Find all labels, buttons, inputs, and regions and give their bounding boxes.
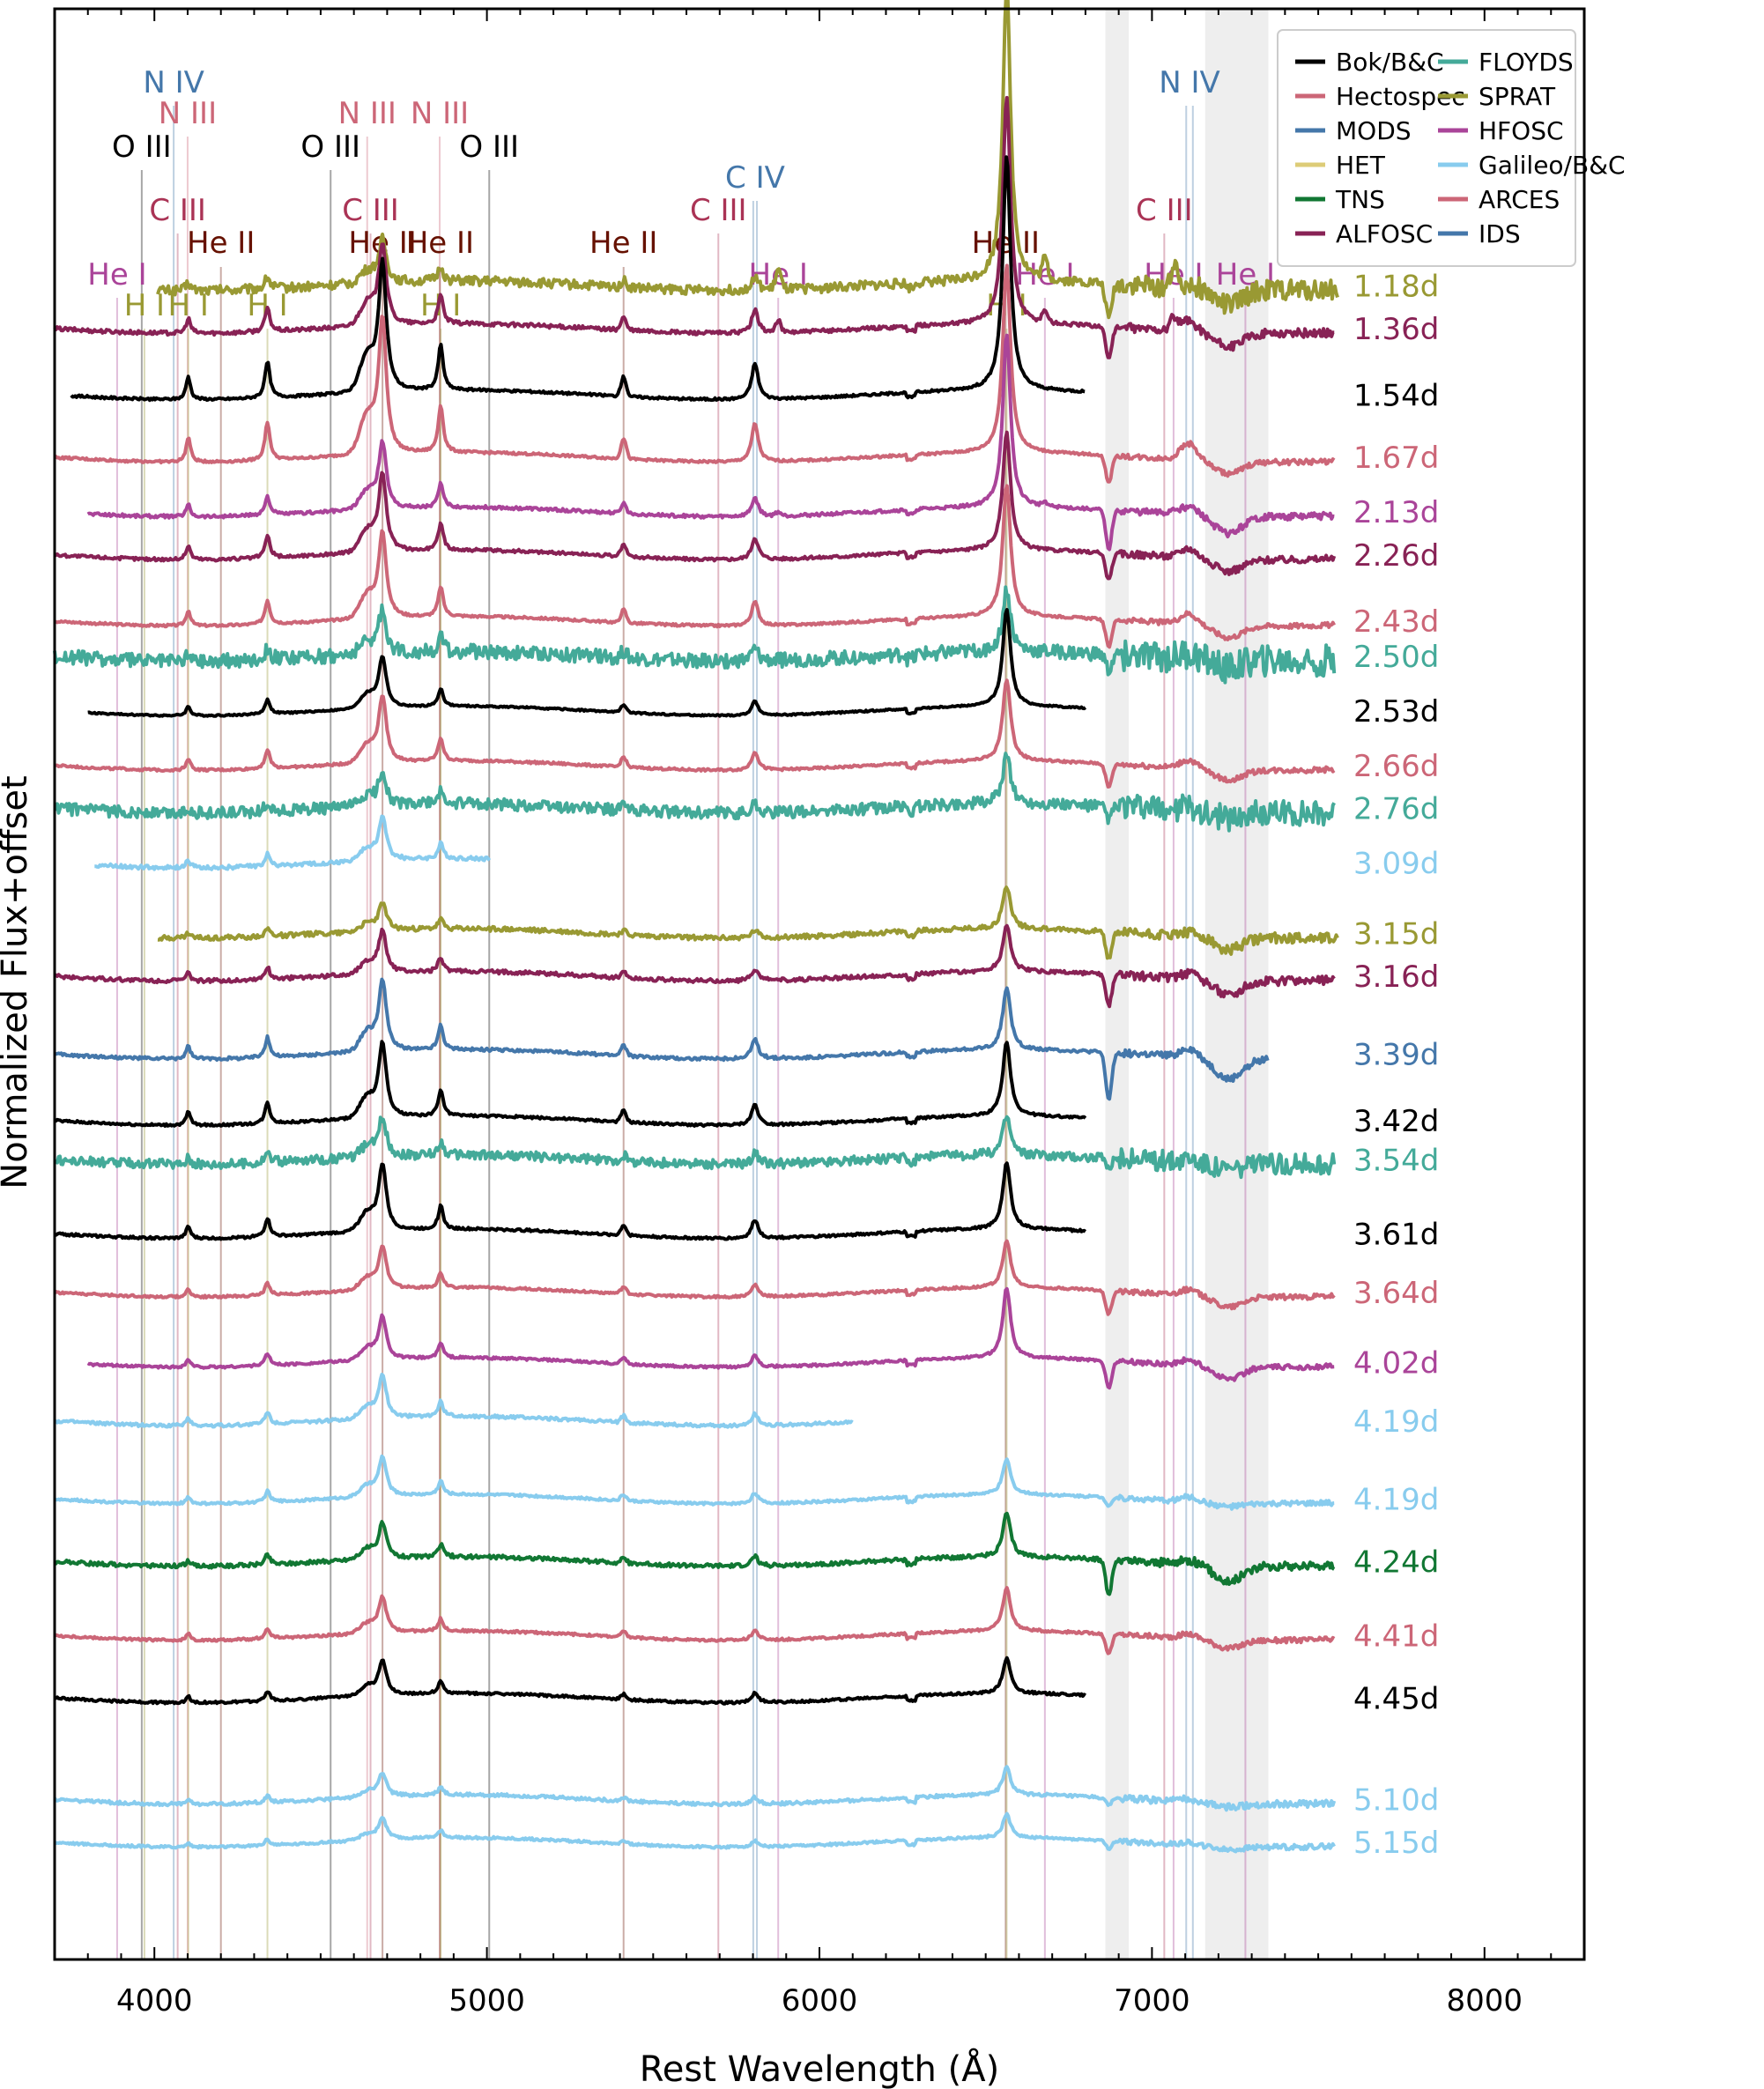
- x-tick-label-4: 8000: [1447, 1983, 1523, 2019]
- spectrum-line-22: [53, 1511, 1336, 1596]
- spectrum-line-5: [53, 430, 1337, 581]
- epoch-label-7: 2.50d: [1353, 640, 1439, 675]
- line-id-label-24: C III: [1136, 193, 1193, 228]
- spectrum-line-19: [86, 1286, 1335, 1390]
- line-id-label-3: C III: [149, 193, 206, 228]
- epoch-label-8: 2.53d: [1353, 694, 1439, 730]
- x-tick-label-3: 7000: [1114, 1983, 1190, 2019]
- epoch-label-11: 3.09d: [1353, 847, 1439, 882]
- spectrum-line-3: [54, 263, 1336, 484]
- line-id-label-0: N IV: [143, 65, 204, 100]
- spectrum-line-21: [53, 1454, 1335, 1511]
- spectrum-line-9: [54, 678, 1336, 789]
- epoch-label-9: 2.66d: [1353, 749, 1439, 784]
- line-id-label-25: N IV: [1159, 65, 1220, 100]
- epoch-label-3: 1.67d: [1353, 441, 1439, 476]
- epoch-label-5: 2.26d: [1353, 538, 1439, 574]
- spectrum-line-12: [157, 885, 1339, 960]
- epoch-label-25: 5.10d: [1353, 1782, 1439, 1818]
- epoch-label-10: 2.76d: [1353, 792, 1439, 827]
- epoch-label-4: 2.13d: [1353, 495, 1439, 530]
- legend-entry-10: ARCES: [1479, 185, 1560, 214]
- spectrum-line-18: [53, 1239, 1336, 1316]
- spectrum-line-10: [54, 752, 1336, 833]
- spectrum-line-17: [54, 1161, 1087, 1241]
- spectra-series: [53, 0, 1339, 1854]
- spectrum-line-20: [53, 1373, 854, 1429]
- line-id-label-18: C III: [690, 193, 747, 228]
- legend-entry-4: TNS: [1335, 185, 1385, 214]
- spectrum-line-1: [53, 95, 1335, 359]
- epoch-label-13: 3.16d: [1353, 959, 1439, 995]
- epoch-label-15: 3.42d: [1353, 1104, 1439, 1139]
- epoch-label-2: 1.54d: [1353, 378, 1439, 413]
- line-id-label-4: He II: [187, 226, 255, 261]
- legend-entry-9: Galileo/B&C: [1479, 151, 1626, 180]
- epoch-label-12: 3.15d: [1353, 916, 1439, 952]
- legend-entry-3: HET: [1336, 151, 1386, 180]
- legend-entry-7: SPRAT: [1479, 82, 1556, 111]
- spectrum-line-6: [54, 484, 1336, 649]
- line-id-label-19: C IV: [725, 160, 785, 196]
- spectrum-line-24: [53, 1656, 1087, 1706]
- x-tick-label-2: 6000: [782, 1983, 858, 2019]
- line-id-label-21: He II: [972, 226, 1040, 261]
- epoch-label-6: 2.43d: [1353, 604, 1439, 640]
- epoch-label-17: 3.61d: [1353, 1217, 1439, 1252]
- spectrum-line-15: [54, 1040, 1087, 1129]
- epoch-label-26: 5.15d: [1353, 1826, 1439, 1861]
- spectrum-line-11: [93, 814, 492, 871]
- epoch-label-16: 3.54d: [1353, 1143, 1439, 1178]
- y-axis-label: Normalized Flux+offset: [0, 775, 35, 1189]
- spectrum-line-8: [87, 608, 1087, 718]
- legend-entry-2: MODS: [1336, 116, 1412, 145]
- line-id-label-13: N III: [411, 96, 469, 131]
- x-tick-label-1: 5000: [448, 1983, 525, 2019]
- line-id-label-5: He I: [87, 257, 146, 293]
- line-id-label-16: O III: [459, 130, 519, 165]
- telluric-band-0: [1105, 9, 1129, 1959]
- epoch-label-21: 4.19d: [1353, 1482, 1439, 1517]
- epoch-label-22: 4.24d: [1353, 1545, 1439, 1580]
- legend-entry-6: FLOYDS: [1479, 48, 1574, 77]
- spectrum-line-7: [53, 585, 1337, 685]
- line-id-label-9: O III: [300, 130, 360, 165]
- legend-box: [1277, 29, 1576, 267]
- epoch-label-19: 4.02d: [1353, 1346, 1439, 1382]
- x-tick-label-0: 4000: [116, 1983, 193, 2019]
- spectrum-line-14: [54, 977, 1270, 1101]
- spectrum-line-26: [53, 1811, 1336, 1854]
- legend-entry-8: HFOSC: [1479, 116, 1564, 145]
- spectrum-line-23: [53, 1586, 1336, 1656]
- epoch-label-18: 3.64d: [1353, 1276, 1439, 1311]
- x-axis: 4000 5000 6000 7000 8000: [86, 9, 1553, 2019]
- spectrum-line-25: [53, 1765, 1337, 1812]
- line-id-label-10: N III: [338, 96, 397, 131]
- line-id-label-17: He II: [589, 226, 657, 261]
- spectrum-line-16: [53, 1115, 1337, 1180]
- legend-entry-5: ALFOSC: [1336, 219, 1433, 248]
- spectrum-line-13: [54, 923, 1336, 1009]
- epoch-label-20: 4.19d: [1353, 1404, 1439, 1440]
- spectrum-line-4: [86, 333, 1335, 552]
- line-id-label-11: C III: [342, 193, 399, 228]
- epoch-label-0: 1.18d: [1353, 269, 1439, 304]
- epoch-label-23: 4.41d: [1353, 1619, 1439, 1654]
- line-id-label-14: He II: [406, 226, 474, 261]
- line-id-label-1: N III: [159, 96, 217, 131]
- line-id-label-2: O III: [112, 130, 172, 165]
- epoch-label-24: 4.45d: [1353, 1681, 1439, 1716]
- legend-entry-11: IDS: [1479, 219, 1521, 248]
- epoch-labels: 1.18d 1.36d 1.54d 1.67d 2.13d 2.26d 2.43d2.50d…: [1353, 269, 1439, 1861]
- x-axis-label: Rest Wavelength (Å): [640, 2048, 999, 2089]
- epoch-label-14: 3.39d: [1353, 1038, 1439, 1073]
- spectrum-line-0: [156, 0, 1339, 320]
- spectrum-line-2: [70, 155, 1086, 403]
- legend: Bok/B&CHectospecMODSHETTNSALFOSCFLOYDSSP…: [1277, 29, 1626, 267]
- legend-entry-0: Bok/B&C: [1336, 48, 1444, 77]
- epoch-label-1: 1.36d: [1353, 312, 1439, 347]
